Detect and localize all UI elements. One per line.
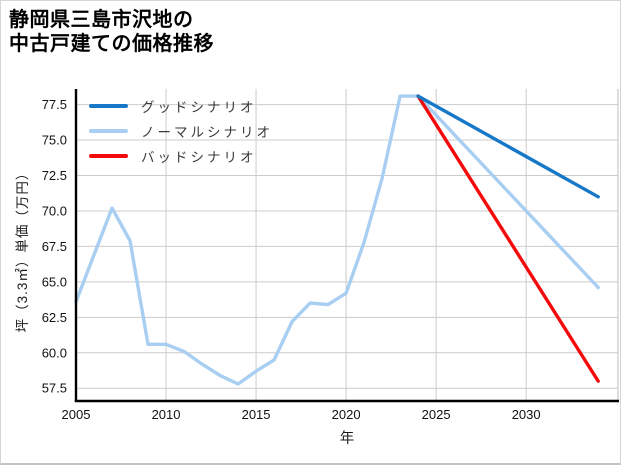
y-tick-label: 72.5 xyxy=(42,168,67,183)
x-axis-label: 年 xyxy=(339,431,355,447)
legend-item: グッドシナリオ xyxy=(89,93,273,118)
y-tick-label: 70.0 xyxy=(42,203,67,218)
legend: グッドシナリオ ノーマルシナリオ バッドシナリオ xyxy=(89,93,273,168)
legend-label: ノーマルシナリオ xyxy=(141,124,273,140)
legend-item: バッドシナリオ xyxy=(89,143,273,168)
y-tick-label: 60.0 xyxy=(42,345,67,360)
series-line-0 xyxy=(416,94,600,199)
y-tick-label: 75.0 xyxy=(42,133,67,148)
chart-title-line2: 中古戸建ての価格推移 xyxy=(9,33,214,55)
y-tick-label: 77.5 xyxy=(42,97,67,112)
series-line-2 xyxy=(416,94,600,383)
y-tick-label: 62.5 xyxy=(42,310,67,325)
x-tick-label: 2015 xyxy=(242,407,271,422)
x-tick-label: 2010 xyxy=(152,407,181,422)
x-tick-label: 2030 xyxy=(512,407,541,422)
legend-label: バッドシナリオ xyxy=(141,149,257,165)
legend-item: ノーマルシナリオ xyxy=(89,118,273,143)
chart-title-line1: 静岡県三島市沢地の xyxy=(9,9,194,31)
y-tick-label: 67.5 xyxy=(42,239,67,254)
legend-swatch xyxy=(89,103,128,108)
x-tick-label: 2025 xyxy=(422,407,451,422)
legend-swatch xyxy=(89,153,128,158)
legend-label: グッドシナリオ xyxy=(141,99,257,115)
y-tick-label: 65.0 xyxy=(42,274,67,289)
x-tick-label: 2020 xyxy=(332,407,361,422)
series-line-1 xyxy=(74,94,600,386)
x-tick-label: 2005 xyxy=(62,407,91,422)
y-tick-label: 57.5 xyxy=(42,381,67,396)
legend-swatch xyxy=(89,128,128,133)
chart-title: 静岡県三島市沢地の 中古戸建ての価格推移 xyxy=(9,8,214,56)
